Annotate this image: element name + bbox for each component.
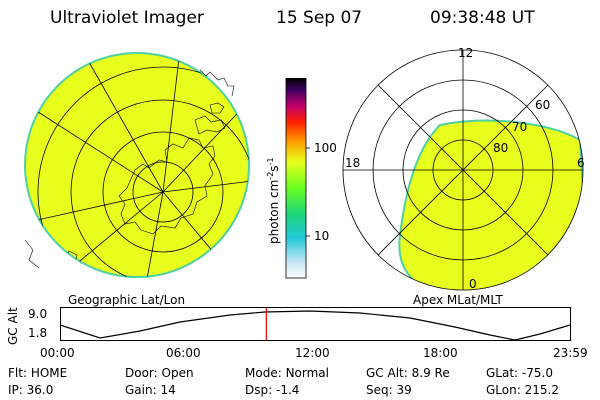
geo-outer-coast: [24, 69, 235, 269]
geo-aurora-image: [24, 52, 250, 278]
info-glat: GLat: -75.0: [486, 366, 553, 380]
apex-map: [342, 49, 584, 291]
time-tick-1200: 12:00: [295, 346, 330, 360]
geo-map-caption: Geographic Lat/Lon: [68, 293, 186, 307]
time-tick-0000: 00:00: [40, 346, 75, 360]
info-gc-alt: GC Alt: 8.9 Re: [366, 366, 450, 380]
colorbar: [285, 78, 310, 279]
info-door: Door: Open: [125, 366, 194, 380]
altitude-ytick-min: 1.8: [28, 326, 48, 340]
info-ip: IP: 36.0: [8, 383, 54, 397]
altitude-plot-frame: [60, 307, 571, 341]
mlt-label-0: 0: [469, 277, 477, 291]
info-flight: Flt: HOME: [8, 366, 68, 380]
time-tick-0600: 06:00: [166, 346, 201, 360]
info-glon: GLon: 215.2: [486, 383, 559, 397]
altitude-plot: [60, 307, 571, 341]
mlt-label-6: 6: [577, 156, 585, 170]
geographic-map: [24, 52, 250, 278]
colorbar-gradient: [285, 78, 307, 279]
altitude-axis-title: GC Alt: [6, 307, 20, 345]
time-tick-1800: 18:00: [423, 346, 458, 360]
mlat-label-80: 80: [493, 141, 509, 155]
altitude-curve: [60, 310, 571, 341]
apex-map-caption: Apex MLat/MLT: [413, 293, 503, 307]
info-seq: Seq: 39: [366, 383, 412, 397]
colorbar-ticks: [306, 147, 310, 237]
time-label: 09:38:48 UT: [430, 8, 535, 28]
altitude-ytick-max: 9.0: [28, 307, 48, 321]
mlat-label-60: 60: [535, 98, 551, 112]
time-tick-2359: 23:59: [553, 346, 588, 360]
info-gain: Gain: 14: [125, 383, 176, 397]
colorbar-unit-label: photon cm-2s-1: [266, 157, 281, 244]
colorbar-tick-10: 10: [314, 229, 330, 243]
date-label: 15 Sep 07: [276, 8, 363, 28]
colorbar-tick-100: 100: [314, 141, 337, 155]
apex-grid: [342, 49, 584, 291]
mlat-label-70: 70: [512, 120, 528, 134]
geo-earth-disc: [24, 52, 250, 278]
info-dsp: Dsp: -1.4: [245, 383, 300, 397]
instrument-title: Ultraviolet Imager: [50, 8, 204, 28]
mlt-label-18: 18: [345, 156, 361, 170]
info-mode: Mode: Normal: [245, 366, 329, 380]
mlt-label-12: 12: [458, 46, 474, 60]
